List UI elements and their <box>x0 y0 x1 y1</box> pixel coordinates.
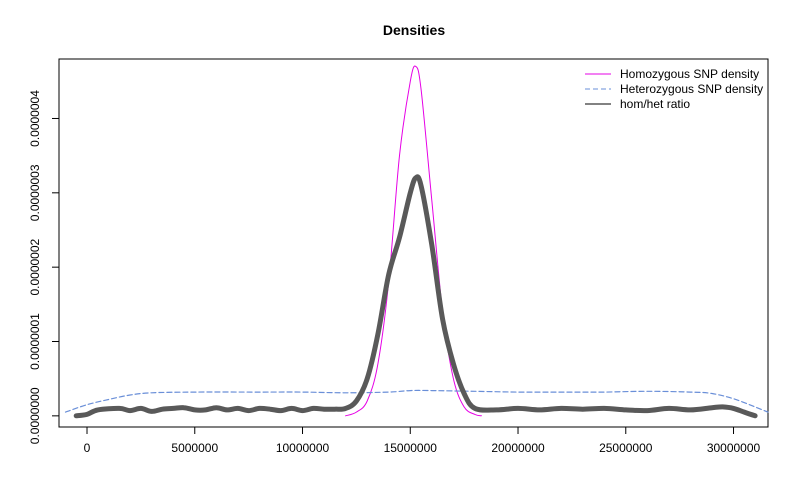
y-axis: 0.0000000 0.0000001 0.0000002 0.0000003 0.00… <box>28 90 60 444</box>
y-tick-label: 0.0000003 <box>28 164 42 221</box>
x-tick-label: 10000000 <box>276 441 330 455</box>
x-axis: 0 5000000 10000000 15000000 20000000 25000000… <box>84 426 761 455</box>
x-tick-label: 30000000 <box>707 441 761 455</box>
y-tick-label: 0.0000000 <box>28 387 42 444</box>
y-tick-label: 0.0000004 <box>28 90 42 147</box>
hom-het-ratio-line <box>73 174 758 419</box>
chart-title: Densities <box>383 22 445 38</box>
heterozygous-density-line <box>64 389 769 413</box>
legend-label: Heterozygous SNP density <box>620 82 763 96</box>
y-tick-label: 0.0000001 <box>28 313 42 370</box>
homozygous-density-line <box>345 65 482 417</box>
y-tick-label: 0.0000002 <box>28 238 42 295</box>
x-tick-label: 0 <box>84 441 91 455</box>
x-tick-label: 25000000 <box>599 441 653 455</box>
legend-label: Homozygous SNP density <box>620 67 759 81</box>
x-tick-label: 15000000 <box>384 441 438 455</box>
plot-series <box>64 65 769 419</box>
x-tick-label: 20000000 <box>491 441 545 455</box>
plot-frame <box>58 58 769 428</box>
x-tick-label: 5000000 <box>171 441 218 455</box>
legend-label: hom/het ratio <box>620 97 690 111</box>
